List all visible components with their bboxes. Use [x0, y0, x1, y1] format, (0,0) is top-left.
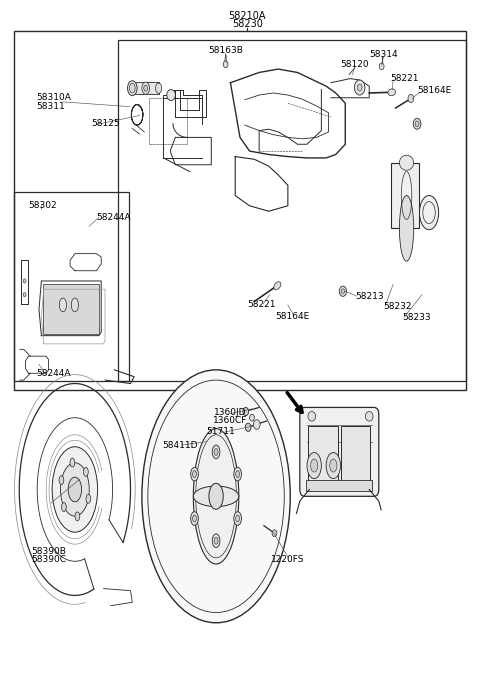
Bar	[118, 40, 466, 382]
Ellipse shape	[214, 449, 218, 456]
Bar	[149, 98, 187, 145]
Text: 51711: 51711	[206, 427, 235, 436]
Text: 58163B: 58163B	[208, 46, 243, 55]
Ellipse shape	[23, 292, 26, 297]
Text: 58390B: 58390B	[31, 547, 66, 556]
Ellipse shape	[420, 195, 439, 229]
Ellipse shape	[191, 512, 198, 525]
Bar	[14, 192, 129, 382]
Ellipse shape	[399, 195, 414, 261]
Ellipse shape	[212, 534, 220, 547]
Ellipse shape	[408, 95, 414, 103]
Bar	[149, 98, 187, 145]
Text: 58244A: 58244A	[96, 213, 131, 222]
Ellipse shape	[236, 515, 240, 522]
Text: 58125: 58125	[92, 119, 120, 128]
Ellipse shape	[357, 84, 362, 91]
Text: 1220FS: 1220FS	[271, 556, 305, 564]
Text: 58213: 58213	[355, 292, 384, 301]
Ellipse shape	[253, 420, 260, 429]
Ellipse shape	[192, 515, 196, 522]
Bar	[132, 82, 158, 95]
Text: 58310A: 58310A	[36, 93, 72, 102]
Ellipse shape	[236, 471, 240, 477]
Ellipse shape	[61, 503, 66, 512]
Bar	[391, 163, 420, 228]
Text: 58221: 58221	[247, 301, 276, 310]
Text: 58390C: 58390C	[31, 556, 66, 564]
Ellipse shape	[156, 83, 162, 93]
Ellipse shape	[234, 512, 241, 525]
Text: 58233: 58233	[403, 314, 432, 323]
Bar	[308, 426, 337, 482]
Ellipse shape	[379, 63, 384, 70]
Ellipse shape	[142, 370, 290, 623]
Ellipse shape	[413, 119, 421, 129]
Ellipse shape	[272, 530, 277, 536]
FancyBboxPatch shape	[300, 408, 379, 497]
Text: 58120: 58120	[340, 60, 369, 69]
Ellipse shape	[191, 467, 198, 481]
Text: 58164E: 58164E	[276, 312, 310, 321]
Ellipse shape	[245, 423, 251, 432]
Ellipse shape	[388, 89, 396, 96]
Ellipse shape	[341, 289, 345, 294]
Text: 58230: 58230	[232, 19, 263, 29]
Ellipse shape	[193, 486, 239, 507]
Ellipse shape	[307, 453, 322, 479]
Text: 58210A: 58210A	[228, 11, 266, 21]
Text: 58232: 58232	[384, 303, 412, 312]
Ellipse shape	[274, 282, 281, 290]
Ellipse shape	[399, 155, 414, 171]
Text: 58244A: 58244A	[36, 369, 71, 377]
Ellipse shape	[128, 81, 137, 96]
Bar	[306, 480, 372, 491]
Text: 58302: 58302	[28, 201, 57, 210]
Ellipse shape	[311, 459, 318, 472]
Text: 58311: 58311	[36, 102, 65, 111]
Ellipse shape	[167, 90, 175, 101]
Ellipse shape	[23, 279, 26, 283]
Ellipse shape	[354, 80, 365, 95]
Ellipse shape	[214, 537, 218, 544]
Ellipse shape	[75, 512, 80, 521]
Text: 58164E: 58164E	[417, 86, 451, 95]
Ellipse shape	[70, 458, 75, 467]
Ellipse shape	[415, 121, 419, 127]
Ellipse shape	[209, 484, 223, 510]
Ellipse shape	[60, 298, 67, 312]
Text: 58314: 58314	[369, 49, 398, 58]
Ellipse shape	[243, 408, 249, 416]
Ellipse shape	[365, 412, 373, 421]
Ellipse shape	[223, 61, 228, 68]
Bar	[43, 284, 99, 334]
Text: 1360CF: 1360CF	[213, 416, 248, 425]
Ellipse shape	[234, 467, 241, 481]
Text: 58411D: 58411D	[162, 440, 198, 449]
Ellipse shape	[330, 459, 337, 472]
Ellipse shape	[308, 412, 316, 421]
Bar	[14, 32, 466, 390]
Bar	[340, 426, 370, 482]
Ellipse shape	[86, 495, 91, 503]
Ellipse shape	[326, 453, 340, 479]
Ellipse shape	[68, 477, 82, 502]
Ellipse shape	[59, 475, 64, 484]
Ellipse shape	[339, 286, 347, 297]
Ellipse shape	[192, 471, 196, 477]
Ellipse shape	[52, 447, 97, 532]
Ellipse shape	[60, 463, 89, 516]
Text: 1360JD: 1360JD	[214, 408, 247, 416]
Ellipse shape	[212, 445, 220, 459]
Ellipse shape	[250, 414, 254, 421]
Ellipse shape	[72, 298, 78, 312]
Ellipse shape	[142, 82, 150, 95]
Ellipse shape	[193, 429, 239, 564]
Text: 58221: 58221	[391, 74, 419, 83]
Ellipse shape	[84, 467, 88, 476]
Ellipse shape	[144, 85, 148, 91]
